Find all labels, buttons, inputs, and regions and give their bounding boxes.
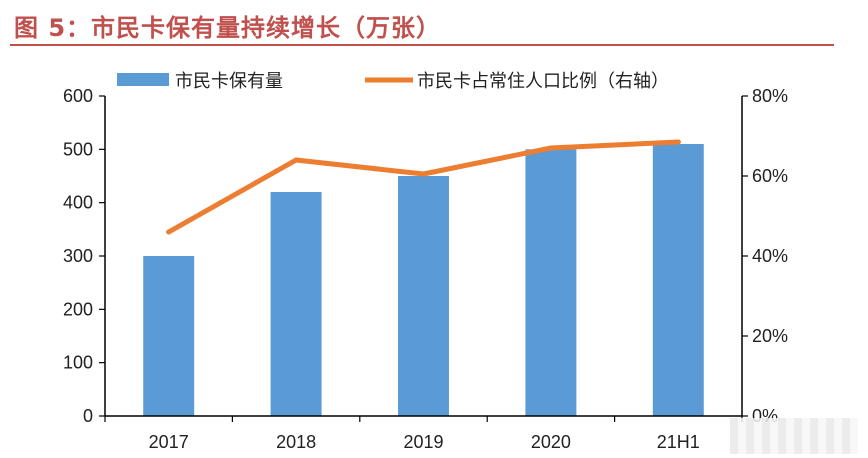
line-point-2017: [166, 229, 172, 235]
figure-title: 图 5：市民卡保有量持续增长（万张）: [14, 14, 442, 42]
left-tick-label: 100: [63, 353, 93, 373]
right-axis-ticks: 0%20%40%60%80%: [752, 86, 788, 426]
x-tick-label: 2018: [276, 432, 316, 452]
left-tick-label: 400: [63, 193, 93, 213]
title-rule: [10, 44, 834, 46]
bar-series: [143, 144, 704, 417]
watermark: [730, 418, 858, 454]
axes: [99, 95, 748, 422]
line-point-2020: [548, 145, 554, 151]
right-tick-label: 40%: [752, 246, 788, 266]
left-tick-label: 500: [63, 139, 93, 159]
left-axis-ticks: 0 100 200 300 400 500 600: [63, 86, 93, 426]
legend-label-line: 市民卡占常住人口比例（右轴）: [417, 71, 669, 92]
left-tick-label: 0: [83, 406, 93, 426]
bar-2018: [270, 192, 322, 416]
bar-2020: [525, 149, 577, 417]
x-tick-label: 2020: [531, 432, 571, 452]
legend-label-bar: 市民卡保有量: [175, 71, 283, 92]
right-tick-label: 60%: [752, 166, 788, 186]
x-tick-label: 2019: [403, 432, 443, 452]
line-point-2019: [421, 171, 426, 177]
left-tick-label: 600: [63, 86, 93, 106]
left-tick-label: 200: [63, 299, 93, 319]
right-tick-label: 20%: [752, 326, 788, 346]
left-tick-label: 300: [63, 246, 93, 266]
legend: 市民卡保有量 市民卡占常住人口比例（右轴）: [117, 71, 669, 92]
bar-2017: [143, 256, 195, 416]
line-series: [166, 139, 681, 235]
line-point-21H1: [675, 139, 681, 145]
bar-2019: [398, 176, 449, 416]
x-tick-label: 21H1: [657, 432, 700, 452]
right-tick-label: 80%: [752, 86, 788, 106]
bar-21H1: [652, 144, 704, 416]
line-point-2018: [293, 157, 299, 163]
x-tick-label: 2017: [149, 432, 189, 452]
x-axis-ticks: 2017 2018 2019 2020 21H1: [149, 432, 700, 452]
legend-swatch-bar: [117, 73, 169, 86]
